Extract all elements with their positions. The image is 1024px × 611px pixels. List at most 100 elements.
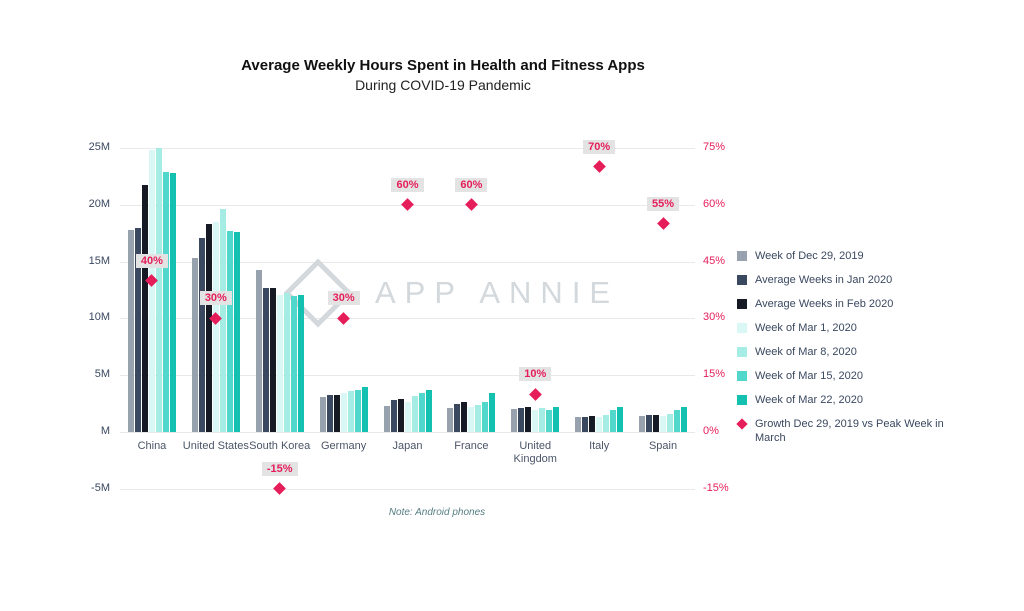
growth-diamond-icon — [273, 482, 287, 496]
bar — [489, 393, 496, 432]
growth-label-text: 30% — [327, 291, 360, 306]
legend-item-label: Growth Dec 29, 2019 vs Peak Week in Marc… — [755, 418, 944, 444]
bar — [653, 414, 660, 432]
right-axis-tick-label: 0% — [703, 425, 719, 437]
legend-item-label: Week of Mar 15, 2020 — [755, 370, 864, 382]
right-axis-tick-label: 30% — [703, 311, 726, 324]
gridline — [120, 432, 695, 433]
legend-item: Average Weeks in Feb 2020 — [737, 297, 955, 311]
left-axis-tick-label: -5M — [91, 481, 110, 494]
bar — [468, 407, 475, 432]
left-axis-tick-label: 5M — [94, 368, 110, 381]
growth-label-text: 30% — [199, 291, 232, 306]
bar — [155, 148, 162, 432]
chart-note: Note: Android phones — [388, 507, 486, 518]
growth-label-text: 60% — [455, 177, 488, 192]
gridline — [120, 375, 695, 377]
category-label: United States — [182, 440, 249, 452]
growth-label: 60% — [376, 177, 440, 192]
bar — [539, 408, 546, 432]
right-axis-tick-label: 60% — [703, 197, 726, 210]
bar — [141, 185, 148, 432]
growth-diamond-icon — [465, 198, 478, 212]
growth-label: 70% — [567, 139, 631, 154]
bar — [482, 402, 489, 432]
bar — [425, 389, 432, 432]
bar — [390, 400, 397, 432]
bar — [461, 402, 468, 432]
growth-label-text: -15% — [261, 461, 298, 476]
bar — [354, 389, 361, 432]
bar — [411, 395, 418, 432]
bar — [255, 269, 262, 432]
bar — [596, 417, 603, 432]
legend-swatch — [737, 347, 747, 357]
bar — [276, 294, 283, 432]
legend-diamond-icon — [736, 418, 748, 430]
legend-item-label: Week of Mar 22, 2020 — [755, 394, 864, 406]
growth-label-text: 40% — [135, 253, 168, 268]
left-axis-tick-label: 10M — [88, 311, 110, 324]
legend-swatch — [737, 251, 747, 261]
growth-label-text: 60% — [391, 177, 424, 192]
bar — [205, 224, 212, 432]
bar — [518, 408, 525, 432]
bar — [681, 407, 688, 432]
legend-item: Week of Mar 15, 2020 — [737, 369, 955, 383]
bar — [383, 405, 390, 432]
bar — [219, 209, 226, 432]
bar — [191, 258, 198, 432]
legend: Week of Dec 29, 2019 Average Weeks in Jan… — [736, 249, 955, 445]
chart-subtitle: During COVID-19 Pandemic — [355, 77, 531, 93]
bar — [674, 410, 681, 432]
right-axis-tick-label: -15% — [703, 481, 729, 494]
bar — [610, 410, 617, 432]
left-axis-tick-label: M — [100, 425, 110, 437]
legend-item-label: Average Weeks in Feb 2020 — [755, 298, 894, 310]
bar — [319, 396, 326, 432]
bar — [582, 417, 589, 432]
category-label: South Korea — [249, 440, 311, 452]
bar — [532, 410, 539, 432]
right-axis-tick-label: 75% — [703, 141, 726, 153]
bar — [333, 394, 340, 432]
gridline — [120, 261, 695, 263]
bar — [475, 404, 482, 432]
growth-label: 30% — [312, 291, 376, 306]
category-label: Italy — [589, 440, 610, 452]
growth-label: -15% — [248, 461, 312, 476]
bar — [404, 402, 411, 432]
bar — [546, 410, 553, 432]
category-label: Spain — [648, 440, 678, 452]
bar — [660, 416, 667, 432]
growth-diamond-icon — [401, 198, 414, 212]
growth-label: 40% — [120, 253, 184, 268]
bar — [553, 407, 560, 432]
category-label: France — [454, 440, 489, 452]
legend-item: Average Weeks in Jan 2020 — [737, 273, 955, 287]
bar — [297, 294, 304, 432]
bar — [134, 227, 141, 432]
legend-swatch — [737, 299, 747, 309]
legend-swatch — [737, 323, 747, 333]
bar — [233, 232, 240, 432]
bar — [347, 391, 354, 432]
category-label: China — [137, 440, 167, 452]
category-label: Germany — [320, 440, 367, 452]
bar — [667, 413, 674, 432]
bar — [212, 221, 219, 432]
bar — [454, 403, 461, 432]
bar — [262, 287, 269, 432]
left-axis-tick-label: 20M — [88, 197, 110, 210]
gridline — [120, 148, 695, 149]
legend-item: Week of Mar 22, 2020 — [737, 393, 955, 407]
legend-item: Growth Dec 29, 2019 vs Peak Week in Marc… — [736, 417, 955, 445]
legend-item-label: Week of Dec 29, 2019 — [755, 250, 864, 262]
bar — [511, 409, 518, 432]
growth-label: 10% — [503, 367, 567, 382]
growth-label: 55% — [631, 196, 695, 211]
watermark-text: APP ANNIE — [375, 275, 620, 310]
legend-item: Week of Mar 1, 2020 — [737, 321, 955, 335]
legend-item-label: Week of Mar 1, 2020 — [755, 322, 857, 334]
